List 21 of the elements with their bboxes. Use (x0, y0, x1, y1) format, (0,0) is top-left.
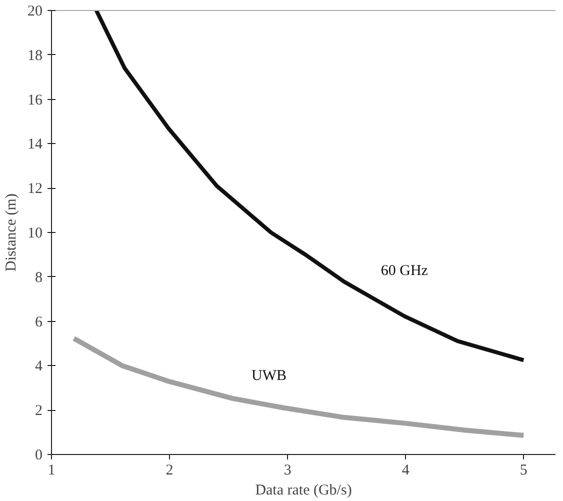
x-tick-label: 3 (284, 462, 292, 478)
y-tick-label: 8 (35, 270, 42, 286)
y-tick-label: 16 (28, 92, 43, 108)
series-label: 60 GHz (380, 263, 428, 280)
x-tick-label: 4 (402, 462, 410, 478)
y-tick-label: 6 (35, 314, 43, 330)
x-axis-title: Data rate (Gb/s) (255, 482, 352, 498)
y-axis-title: Distance (m) (4, 194, 20, 272)
y-tick-label: 20 (28, 4, 42, 20)
x-tick-label: 1 (48, 462, 56, 478)
series-label: UWB (252, 368, 287, 384)
line-series (94, 10, 526, 362)
y-tick-label: 4 (35, 358, 43, 375)
x-tick-label: 5 (520, 462, 528, 478)
y-tick-label: 10 (28, 226, 42, 242)
y-tick-label: 2 (35, 403, 42, 420)
y-tick-label: 14 (28, 136, 43, 153)
y-tick-label: 12 (28, 181, 42, 198)
x-tick-label: 2 (166, 462, 174, 478)
y-tick-label: 0 (35, 448, 42, 464)
y-tick-label: 18 (28, 48, 42, 64)
